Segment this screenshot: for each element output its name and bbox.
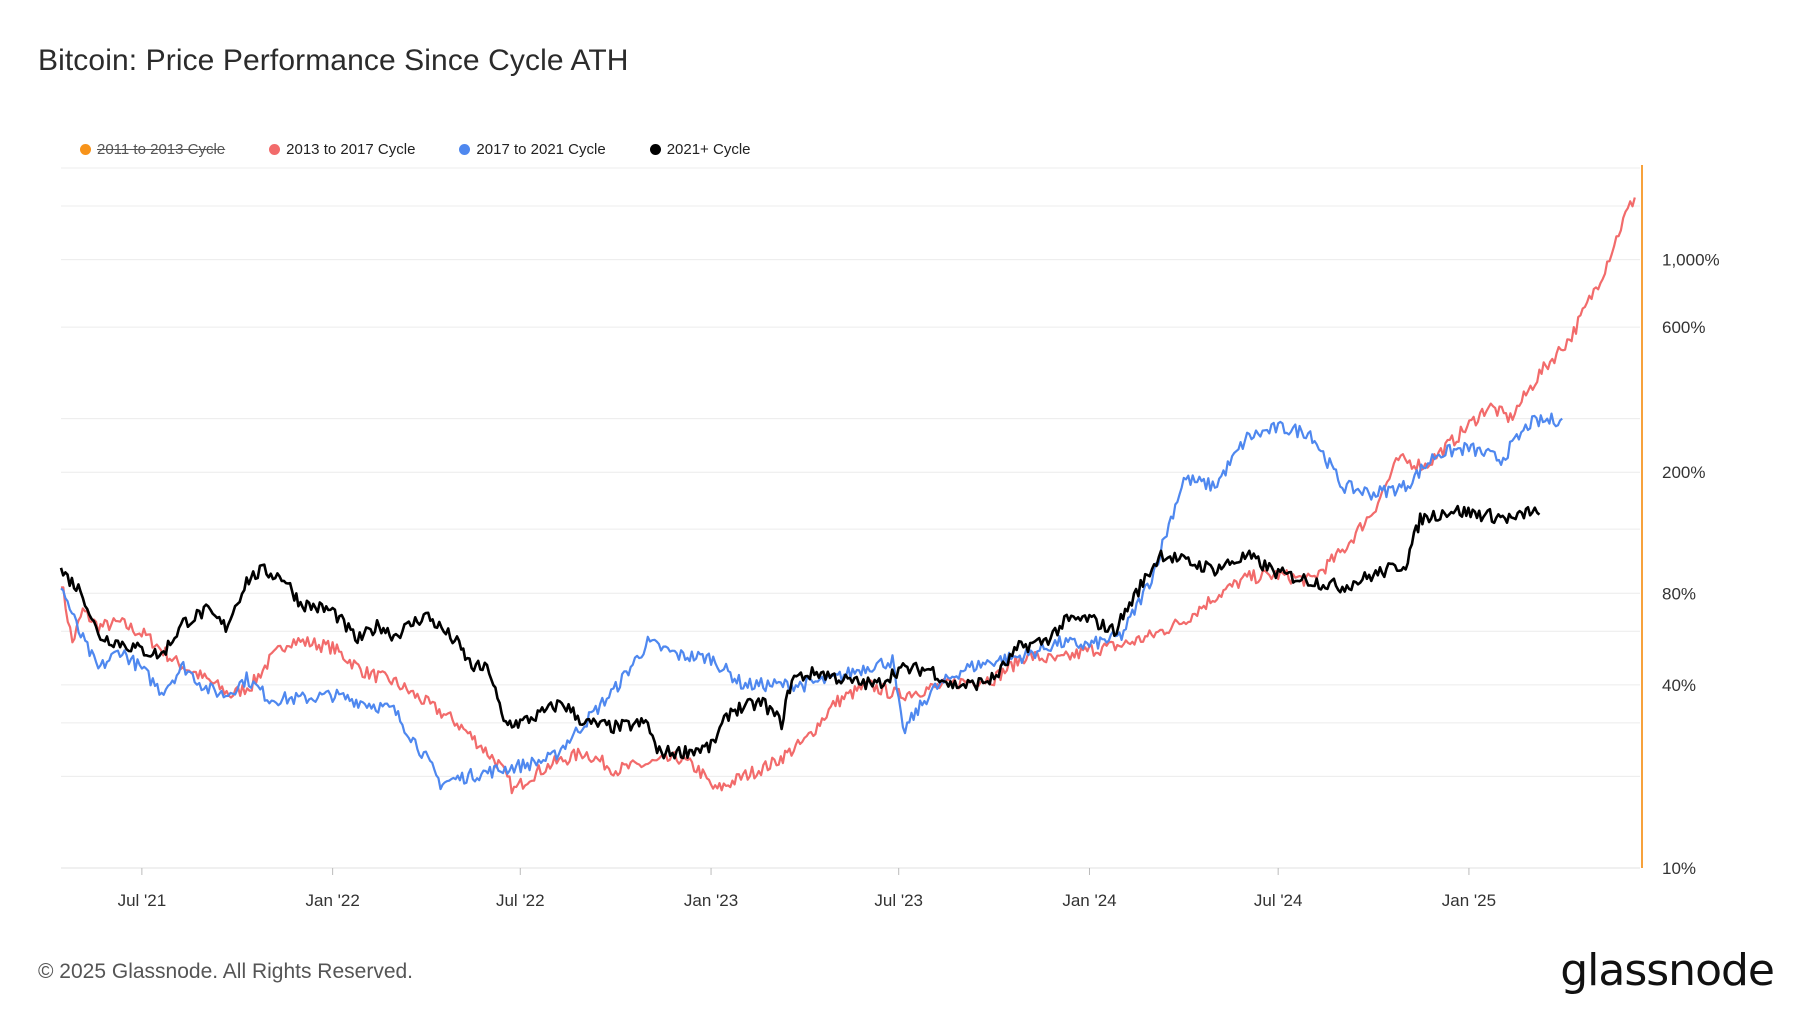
legend-dot-2021-cycle — [649, 144, 661, 155]
series-line-2021-cycle — [59, 504, 1541, 760]
legend-dot-2017-cycle — [459, 144, 471, 155]
x-tick-label: Jan '24 — [1062, 891, 1116, 910]
legend: 2011 to 2013 Cycle 2013 to 2017 Cycle 20… — [80, 141, 795, 158]
legend-label-2017-cycle: 2017 to 2021 Cycle — [476, 141, 606, 158]
y-tick-label: 200% — [1662, 463, 1705, 482]
chart-title: Bitcoin: Price Performance Since Cycle A… — [38, 44, 629, 77]
glassnode-logo[interactable]: glassnode — [1560, 945, 1775, 996]
x-tick-label: Jan '22 — [305, 891, 359, 910]
legend-item-2021-cycle[interactable]: 2021+ Cycle — [649, 141, 751, 158]
y-tick-label: 80% — [1662, 584, 1696, 603]
legend-label-2021-cycle: 2021+ Cycle — [666, 141, 751, 158]
series-lines — [59, 197, 1636, 795]
axes: 10% 40% 80% 200% 600% 1,000% Jul '21 Jan '22 Jul… — [61, 165, 1720, 910]
x-tick-label: Jul '24 — [1254, 891, 1303, 910]
y-tick-label: 600% — [1662, 318, 1705, 337]
x-tick-label: Jan '23 — [684, 891, 738, 910]
grid-lines — [61, 167, 1640, 869]
legend-dot-2011-cycle — [80, 144, 91, 155]
x-tick-label: Jul '22 — [496, 891, 545, 910]
y-tick-label: 1,000% — [1662, 251, 1720, 270]
legend-label-2011-cycle: 2011 to 2013 Cycle — [97, 141, 226, 158]
legend-dot-2013-cycle — [269, 144, 281, 155]
y-tick-label: 40% — [1662, 676, 1696, 695]
series-line-2017-cycle — [60, 412, 1563, 791]
y-tick-label: 10% — [1662, 859, 1696, 878]
series-line-2013-cycle — [60, 197, 1636, 795]
legend-item-2011-cycle[interactable]: 2011 to 2013 Cycle — [80, 141, 225, 158]
x-tick-label: Jul '23 — [874, 891, 923, 910]
x-tick-label: Jan '25 — [1442, 891, 1496, 910]
legend-label-2013-cycle: 2013 to 2017 Cycle — [286, 141, 416, 158]
legend-item-2013-cycle[interactable]: 2013 to 2017 Cycle — [269, 141, 415, 158]
copyright-text: © 2025 Glassnode. All Rights Reserved. — [38, 960, 414, 983]
legend-item-2017-cycle[interactable]: 2017 to 2021 Cycle — [459, 141, 606, 158]
x-tick-label: Jul '21 — [118, 891, 167, 910]
